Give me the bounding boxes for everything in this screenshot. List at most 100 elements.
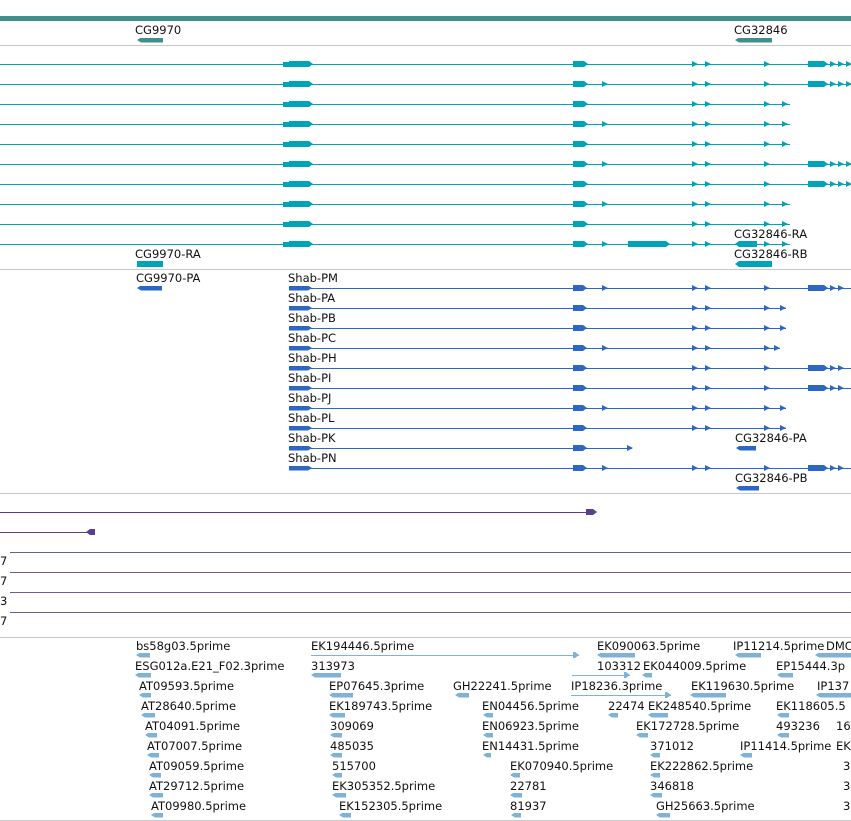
exon-arrow bbox=[602, 201, 608, 207]
exon-arrow bbox=[705, 241, 711, 247]
exon-glyph bbox=[808, 81, 828, 87]
exon-glyph bbox=[573, 285, 587, 291]
exon-glyph bbox=[289, 221, 313, 227]
exon-arrow bbox=[764, 221, 770, 227]
exon-glyph bbox=[573, 141, 588, 147]
exon-arrow bbox=[846, 81, 851, 87]
est-glyph bbox=[642, 672, 652, 678]
est-label: 22474 bbox=[608, 699, 645, 713]
exon-arrow bbox=[838, 81, 844, 87]
exon-arrow bbox=[705, 285, 711, 291]
est-glyph bbox=[510, 792, 522, 798]
transcript-line bbox=[0, 144, 790, 145]
exon-arrow bbox=[705, 221, 711, 227]
protein-glyph bbox=[736, 445, 756, 451]
exon-glyph bbox=[289, 61, 313, 67]
exon-arrow bbox=[838, 161, 844, 167]
exon-arrow bbox=[627, 445, 633, 451]
isoform-label: Shab-PN bbox=[288, 451, 337, 465]
cdna-glyph bbox=[86, 529, 95, 535]
transcript-line bbox=[0, 184, 851, 185]
exon-arrow bbox=[780, 425, 786, 431]
exon-glyph bbox=[289, 446, 312, 451]
est-label: EK222862.5prime bbox=[650, 759, 754, 773]
est-glyph bbox=[777, 732, 789, 738]
est-label: IP11214.5prime bbox=[733, 639, 825, 653]
exon-arrow bbox=[602, 81, 608, 87]
exon-arrow bbox=[692, 81, 698, 87]
est-glyph bbox=[483, 732, 493, 738]
exon-arrow bbox=[692, 345, 698, 351]
exon-arrow bbox=[692, 101, 698, 107]
isoform-label: Shab-PJ bbox=[288, 391, 332, 405]
est-label: GH25663.5prime bbox=[656, 799, 755, 813]
isoform-label: Shab-PC bbox=[288, 331, 337, 345]
exon-arrow bbox=[602, 345, 608, 351]
exon-arrow bbox=[782, 121, 788, 127]
isoform-label: Shab-PK bbox=[288, 431, 336, 445]
protein-line bbox=[289, 288, 851, 289]
est-label: EP15444.3p bbox=[776, 659, 846, 673]
est-line bbox=[571, 695, 671, 696]
est-label: EK248540.5prime bbox=[648, 699, 752, 713]
exon-glyph bbox=[283, 61, 289, 67]
chromosome-bar bbox=[0, 16, 851, 21]
exon-glyph bbox=[289, 346, 312, 351]
exon-arrow bbox=[838, 181, 844, 187]
transcript-glyph bbox=[735, 241, 757, 247]
est-label: AT29712.5prime bbox=[149, 779, 245, 793]
est-label: IP137 bbox=[817, 679, 850, 693]
track-separator bbox=[0, 45, 851, 46]
transcript-label: CG9970-RA bbox=[135, 247, 201, 261]
exon-arrow bbox=[692, 465, 698, 471]
exon-glyph bbox=[289, 426, 312, 431]
exon-arrow bbox=[764, 345, 770, 351]
gene-track bbox=[0, 0, 851, 45]
est-label: AT09593.5prime bbox=[139, 679, 235, 693]
exon-glyph bbox=[289, 141, 313, 147]
est-glyph bbox=[665, 692, 671, 698]
exon-glyph bbox=[289, 366, 312, 371]
est-label: 3 bbox=[843, 799, 851, 813]
transcript-label: CG32846-RA bbox=[734, 227, 808, 241]
est-glyph bbox=[149, 772, 161, 778]
exon-arrow bbox=[705, 325, 711, 331]
est-glyph bbox=[135, 672, 151, 678]
exon-glyph bbox=[289, 466, 312, 471]
exon-arrow bbox=[692, 285, 698, 291]
exon-arrow bbox=[830, 181, 836, 187]
est-glyph bbox=[332, 792, 346, 798]
est-glyph bbox=[597, 652, 635, 658]
protein-line bbox=[289, 448, 632, 449]
protein-label: CG32846-PB bbox=[735, 471, 808, 485]
est-glyph bbox=[147, 752, 159, 758]
est-glyph bbox=[145, 732, 157, 738]
exon-arrow bbox=[692, 325, 698, 331]
exon-glyph bbox=[573, 161, 588, 167]
est-label: 103312 bbox=[597, 659, 641, 673]
isoform-label: Shab-PH bbox=[288, 351, 337, 365]
est-glyph bbox=[311, 672, 341, 678]
exon-arrow bbox=[705, 181, 711, 187]
est-label: EN14431.5prime bbox=[482, 739, 579, 753]
est-label: GH22241.5prime bbox=[453, 679, 552, 693]
est-glyph bbox=[149, 792, 163, 798]
exon-glyph bbox=[283, 221, 289, 227]
est-label: AT04091.5prime bbox=[145, 719, 241, 733]
cdna-row-label: 3 bbox=[0, 594, 8, 608]
exon-arrow bbox=[602, 241, 608, 247]
track-separator bbox=[0, 493, 851, 494]
est-glyph bbox=[332, 772, 342, 778]
est-label: EN06923.5prime bbox=[482, 719, 579, 733]
est-glyph bbox=[650, 752, 660, 758]
exon-arrow bbox=[830, 465, 836, 471]
est-glyph bbox=[656, 812, 670, 818]
exon-arrow bbox=[764, 141, 770, 147]
est-glyph bbox=[330, 752, 342, 758]
gene-glyph bbox=[137, 37, 163, 43]
cdna-row-line bbox=[10, 552, 851, 553]
track-separator bbox=[0, 269, 851, 270]
gene-label: CG9970 bbox=[135, 23, 182, 37]
exon-arrow bbox=[764, 425, 770, 431]
